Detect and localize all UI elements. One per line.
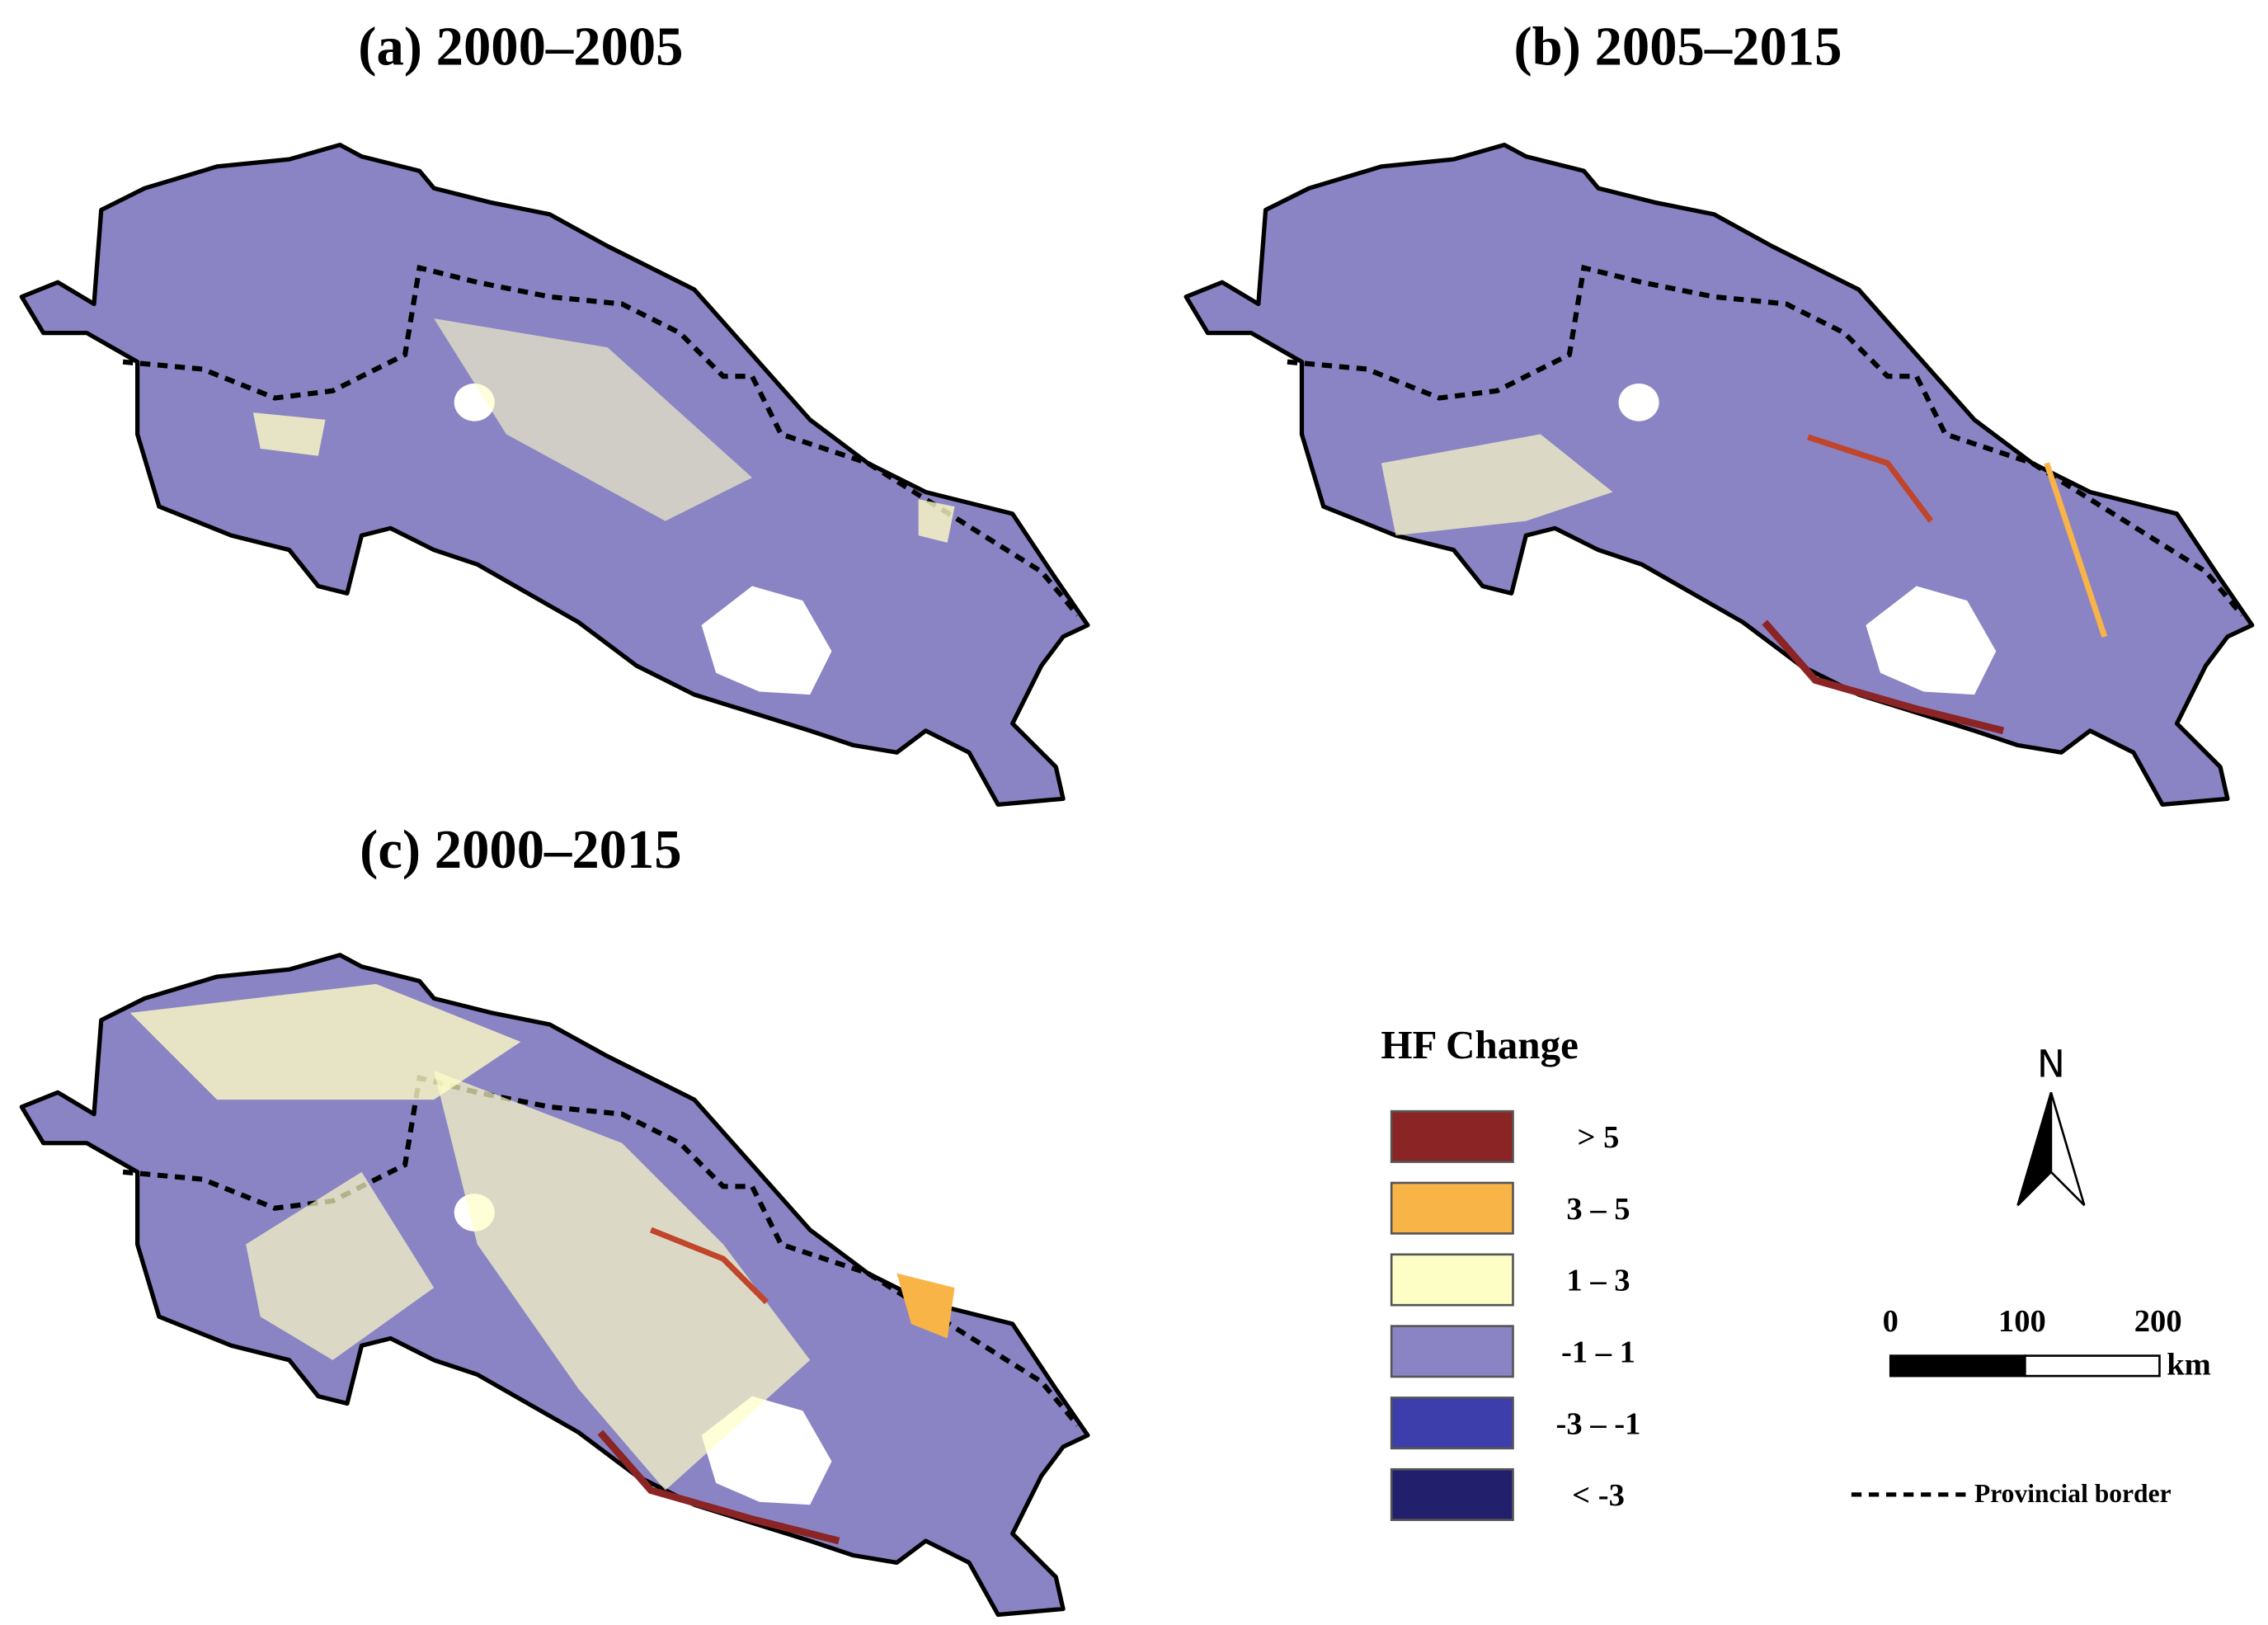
legend-label: < -3 [1572, 1478, 1625, 1513]
scale-bar [1889, 1354, 2161, 1378]
change-patch [434, 318, 752, 521]
legend-swatch [1390, 1467, 1514, 1521]
legend-label: -1 – 1 [1561, 1335, 1635, 1370]
legend-label: > 5 [1578, 1120, 1620, 1155]
panel-title: (b) 2005–2015 [1513, 17, 1842, 78]
scale-label: 0 [1883, 1304, 1899, 1339]
change-line [597, 1430, 840, 1545]
legend-label: 3 – 5 [1566, 1192, 1630, 1227]
change-line [1762, 619, 2005, 735]
legend: > 5 3 – 5 1 – 3 -1 – 1 -3 – -1 < -3 [1390, 1109, 1641, 1521]
change-patch [1381, 434, 1613, 536]
legend-swatch [1390, 1181, 1514, 1235]
legend-label: -3 – -1 [1556, 1406, 1641, 1441]
map-panel [1186, 145, 2252, 805]
change-line [649, 1227, 769, 1305]
legend-title: HF Change [1381, 1022, 1579, 1067]
north-arrow [2016, 1091, 2086, 1207]
scale-label: 200 [2134, 1304, 2182, 1339]
map-panel [21, 145, 1088, 805]
change-patch [434, 1071, 811, 1491]
change-patch [246, 1171, 435, 1360]
map [21, 145, 1088, 805]
scale-unit: km [2167, 1347, 2211, 1382]
change-line [2044, 462, 2108, 638]
legend-swatch [1390, 1397, 1514, 1450]
legend-swatch [1390, 1253, 1514, 1307]
scale-label: 100 [1998, 1304, 2046, 1339]
panel-title: (c) 2000–2015 [360, 820, 681, 880]
panel-title: (a) 2000–2005 [358, 17, 683, 78]
legend-swatch [1390, 1325, 1514, 1378]
legend-label: 1 – 3 [1566, 1264, 1630, 1298]
map-panel [21, 955, 1088, 1615]
change-patch [896, 1273, 955, 1339]
change-patch [918, 499, 955, 543]
map [1186, 145, 2252, 805]
change-patch [252, 412, 326, 456]
border-label: Provincial border [1974, 1479, 2172, 1508]
north-label: N [2037, 1042, 2065, 1086]
legend-swatch [1390, 1109, 1514, 1163]
change-patch [129, 983, 521, 1100]
change-line [1807, 434, 1934, 523]
